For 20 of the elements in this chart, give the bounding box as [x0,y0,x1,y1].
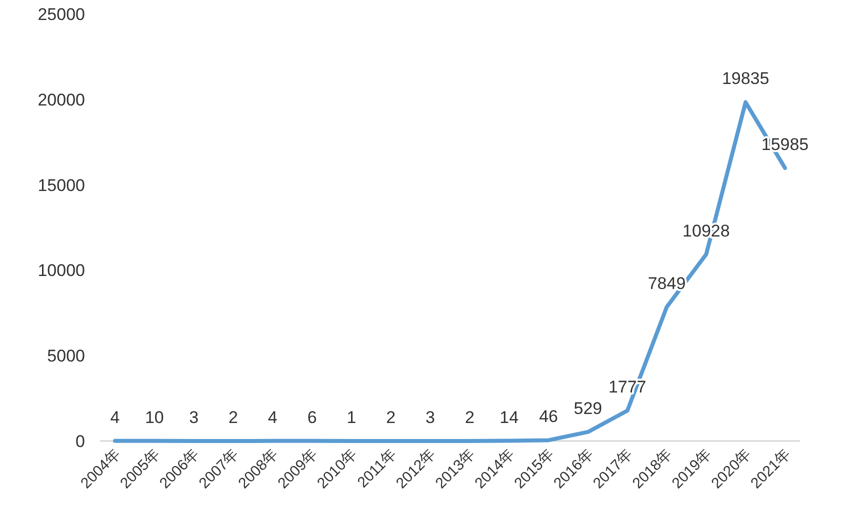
y-tick-label: 25000 [38,5,85,24]
data-label: 46 [539,407,558,426]
data-label: 2 [464,408,474,427]
data-label: 10 [144,408,164,427]
y-tick-label: 5000 [47,346,85,366]
y-tick-label: 20000 [38,90,85,110]
data-label: 4 [110,408,120,427]
y-tick-label: 15000 [38,176,85,195]
data-label: 19835 [722,69,770,88]
y-tick-label: 0 [76,432,85,451]
data-label: 6 [307,408,317,427]
data-label: 2 [386,408,396,427]
data-label: 14 [500,408,519,427]
data-label: 529 [574,398,602,418]
data-label: 1 [346,408,356,427]
data-label: 3 [189,408,199,427]
data-label: 2 [228,408,238,427]
data-label: 3 [426,408,436,427]
y-tick-label: 10000 [38,261,85,280]
data-label: 4 [268,408,278,427]
